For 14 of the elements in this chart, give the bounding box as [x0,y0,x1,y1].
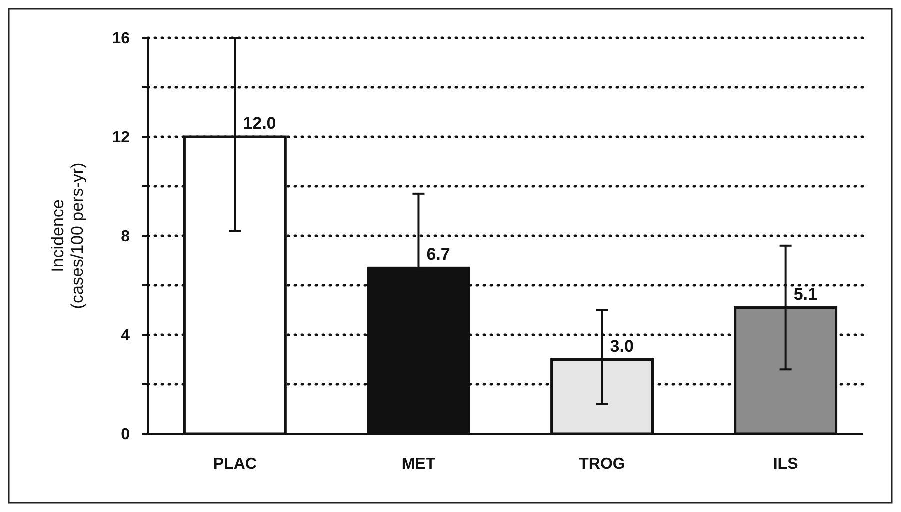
y-axis-title: Incidence (cases/100 pers-yr) [48,162,88,310]
y-tick-label: 12 [112,130,130,147]
data-label: 12.0 [243,114,276,133]
data-label: 3.0 [610,336,634,356]
x-tick-label: MET [402,456,436,473]
x-tick-label: ILS [773,456,799,473]
y-tick-label: 0 [121,426,130,444]
data-label: 6.7 [426,245,450,264]
y-tick-label: 4 [121,328,130,345]
data-label: 5.1 [794,284,818,304]
x-tick-label: TROG [579,456,626,473]
y-tick-label: 16 [112,30,130,48]
y-tick-label: 8 [121,228,130,246]
x-tick-label: PLAC [213,456,258,473]
